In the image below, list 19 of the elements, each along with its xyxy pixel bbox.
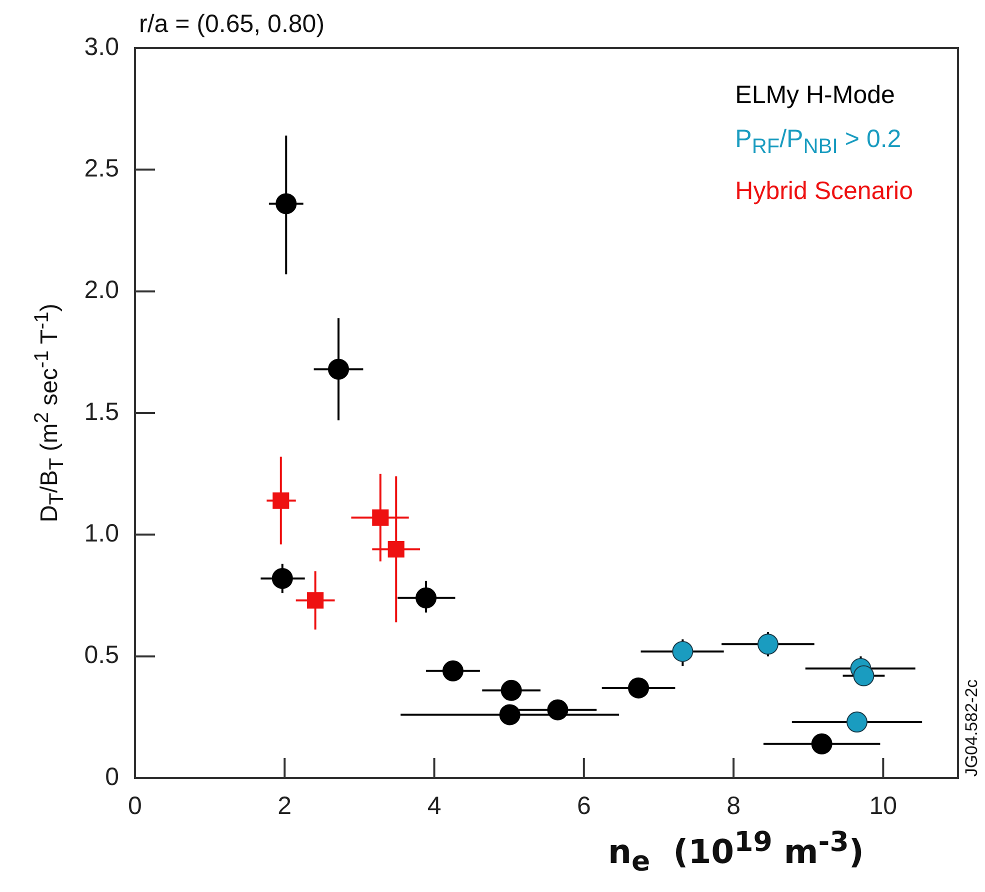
y-tick-label: 1.0 (84, 520, 119, 548)
x-axis-title: n$_{e}$ (10$^{19}$ m$^{-3}$) (608, 826, 864, 878)
y-tick-label: 1.5 (84, 398, 119, 426)
y-tick-label: 2.5 (84, 154, 119, 183)
text: P$_{RF}$/P$_{NBI}$ > 0.2 (735, 124, 902, 160)
y-tick-label: 3.0 (84, 32, 119, 61)
x-tick-label: 0 (128, 792, 142, 820)
text: JG04.582-2c (962, 679, 982, 777)
y-tick-label: 2.0 (84, 276, 119, 304)
x-tick-label: 4 (427, 792, 442, 820)
y-tick-label: 0.5 (84, 641, 119, 670)
text: ELMy H-Mode (735, 80, 896, 111)
y-tick-label: 0 (105, 762, 119, 791)
x-tick-label: 2 (278, 792, 292, 820)
chart-title: r/a = (0.65, 0.80) (139, 10, 325, 39)
x-tick-label: 6 (576, 792, 591, 820)
text: Hybrid Scenario (735, 176, 913, 207)
x-tick-label: 10 (869, 792, 898, 820)
x-tick-label: 8 (726, 792, 740, 820)
